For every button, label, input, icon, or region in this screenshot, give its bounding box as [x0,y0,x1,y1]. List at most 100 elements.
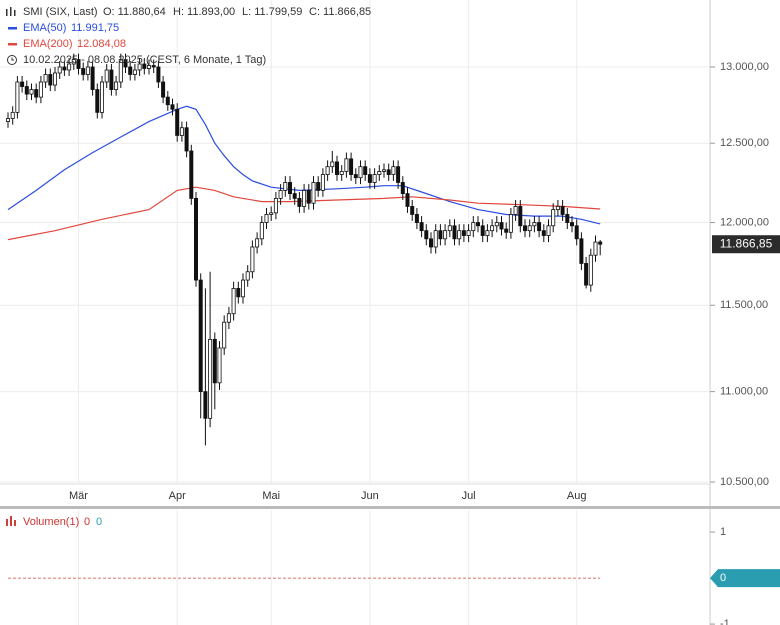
ema-line [7,105,601,225]
candle-body [400,182,405,195]
candle-body [424,230,429,240]
candle-body [128,66,133,75]
y-tick-label: 12.500,00 [720,137,769,149]
candle-body [132,69,137,75]
candle-body [123,59,128,68]
candle-body [574,225,579,240]
x-tick-label: Jul [462,490,476,502]
title: SMI (SIX, Last) [23,6,98,18]
x-tick-label: Mär [69,490,88,502]
y-tick-label: 13.000,00 [720,61,769,73]
candle-body [377,171,382,175]
candle-body [551,209,556,227]
candle-body [184,127,189,152]
candle-body [579,238,584,264]
candle-body [396,166,401,183]
x-tick-label: Aug [567,490,587,502]
legend-label[interactable]: EMA(50) [23,22,66,34]
legend: SMI (SIX, Last) O: 11.880,64 H: 11.893,0… [6,6,371,528]
candle-body [170,104,175,110]
candle-body [250,246,255,273]
icon [10,516,12,526]
candle-body [546,225,551,236]
candle-body [518,206,523,227]
x-tick-label: Jun [361,490,379,502]
ohlc-label: L: 11.799,59 [242,6,302,18]
last-price-box [712,235,780,254]
candle-body [353,174,358,179]
candle-body [71,59,76,65]
candle-body [161,81,166,98]
candle-body [433,230,438,248]
candle-body [334,161,339,175]
candle-body [480,225,485,236]
range-label: 10.02.2025 - 08.08.2025 (CEST, 6 Monate,… [23,54,266,66]
candle-body [10,111,15,119]
candle-body [226,313,231,323]
candle-body [410,206,415,215]
candle-body [598,241,603,245]
icon [14,520,16,526]
candle-body [90,66,95,90]
candle-body [457,230,462,240]
candle-body [48,74,53,86]
candle-body [381,169,386,172]
candle-body [104,69,109,83]
candle-body [189,150,194,199]
candle-body [555,206,560,211]
candle-body [363,166,368,175]
candle-body [43,74,48,83]
candle-body [302,190,307,207]
candle-body [240,279,245,298]
candle-body [419,222,424,232]
candle-body [570,222,575,227]
candle-body [560,206,565,215]
x-tick-label: Apr [169,490,186,502]
candle-body [100,81,105,113]
y-tick-label: 10.500,00 [720,476,769,488]
candle-body [320,174,325,191]
candle-body [57,66,62,74]
candle-body [156,66,161,83]
candle-body [6,118,11,122]
candle-body [264,214,269,223]
volume-label[interactable]: Volumen(1) [23,516,79,528]
candle-body [245,271,250,281]
volume-value-box [710,569,780,588]
y-tick-label: 11.500,00 [720,299,768,311]
candle-body [217,347,222,384]
candle-body [349,158,354,175]
y-tick-label: -1 [720,618,730,625]
candle-body [255,238,260,248]
candle-body [212,338,217,384]
candle-body [15,81,20,113]
candle-body [114,81,119,90]
candle-body [325,166,330,175]
candle-body [541,230,546,236]
icon [10,7,12,16]
candle-body [38,81,43,98]
candle-body [499,222,504,230]
candle-body [20,81,25,87]
candle-body [29,89,34,95]
candle-body [278,190,283,199]
candle-body [67,63,72,71]
candle-body [76,59,81,69]
candle-body [386,169,391,175]
legend-label[interactable]: EMA(200) [23,38,73,50]
candle-body [508,214,513,233]
candle-body [165,96,170,106]
candle-body [466,230,471,236]
candle-body [34,89,39,98]
legend-value: 11.991,75 [71,22,119,34]
candle-body [179,127,184,136]
icon [14,10,16,16]
volume-value: 0 [96,516,102,528]
ohlc-label: H: 11.893,00 [173,6,235,18]
candle-body [438,230,443,240]
candle-body [504,228,509,233]
candle-body [273,198,278,214]
candle-body [287,182,292,195]
